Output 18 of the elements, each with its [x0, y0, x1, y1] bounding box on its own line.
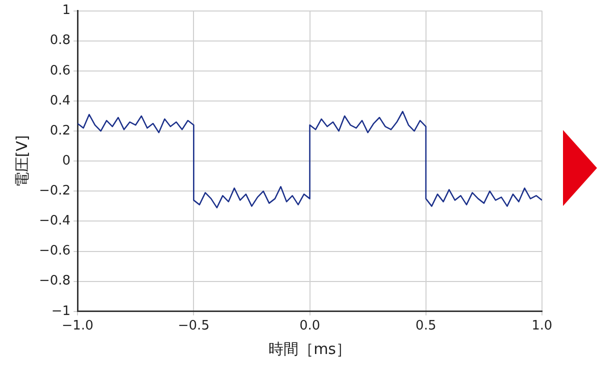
x-tick-label: 0.5 — [416, 318, 436, 334]
x-tick-label: 1.0 — [532, 318, 552, 334]
y-tick-label: −0.4 — [38, 214, 71, 229]
y-tick-label: 0.8 — [50, 33, 71, 48]
y-tick-label: 0.2 — [50, 123, 71, 138]
y-tick-label: 0 — [62, 153, 71, 168]
x-axis-title: 時間［ms］ — [268, 340, 351, 358]
y-tick-label: −0.2 — [38, 184, 71, 199]
x-tick-label: 0.0 — [299, 318, 320, 334]
x-tick-label: −1.0 — [62, 318, 94, 334]
y-tick-label: −0.6 — [38, 244, 71, 259]
y-tick-label: 0.6 — [50, 63, 71, 78]
y-axis-title: 電圧[V] — [12, 135, 31, 188]
y-tick-label: −0.8 — [38, 274, 71, 289]
y-tick-label: 1 — [62, 3, 71, 18]
y-tick-label: −1 — [51, 304, 71, 319]
x-tick-label: −0.5 — [178, 318, 210, 334]
y-tick-label: 0.4 — [50, 93, 71, 108]
